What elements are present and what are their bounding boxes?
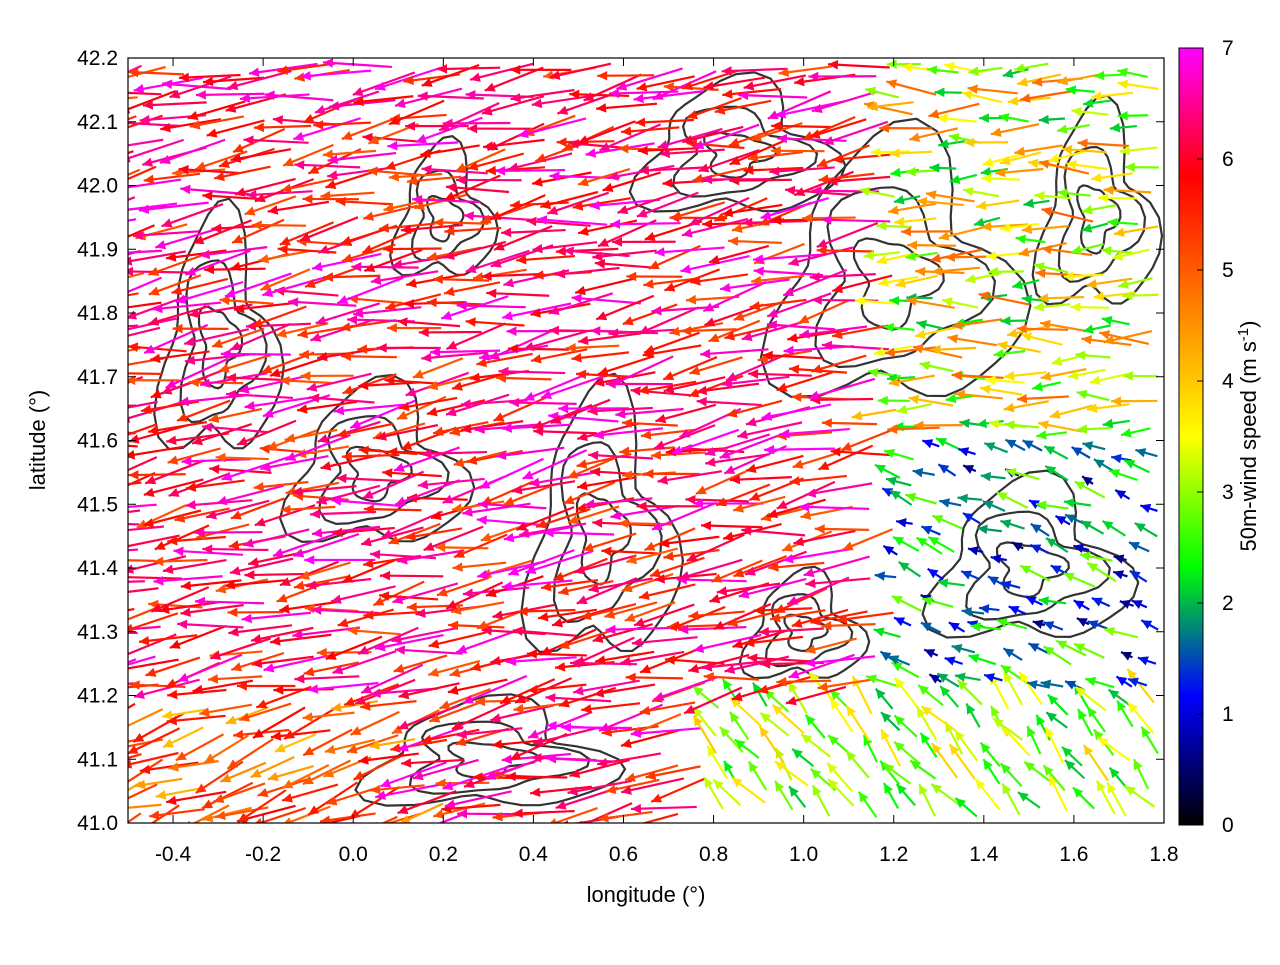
y-tick-label: 41.5 <box>77 493 118 516</box>
colorbar-label-suffix: ) <box>1236 321 1261 328</box>
x-tick-label: 0.0 <box>339 843 368 866</box>
x-tick-label: -0.2 <box>245 843 281 866</box>
x-tick-label: 1.8 <box>1149 843 1178 866</box>
colorbar-label-sup: -1 <box>1235 328 1252 341</box>
y-tick-label: 42.2 <box>77 47 118 70</box>
y-tick-label: 41.0 <box>77 812 118 835</box>
y-tick-label: 41.3 <box>77 621 118 644</box>
x-tick-label: 1.4 <box>969 843 999 866</box>
x-axis-label: longitude (°) <box>587 882 706 907</box>
x-tick-label: 0.6 <box>609 843 638 866</box>
y-tick-label: 41.8 <box>77 302 118 325</box>
wind-vector <box>71 659 136 685</box>
x-tick-label: 0.4 <box>519 843 549 866</box>
colorbar-tick-label: 2 <box>1222 592 1234 615</box>
wind-vector <box>74 197 135 221</box>
wind-vector <box>66 219 136 234</box>
wind-vector <box>76 151 134 172</box>
x-tick-label: 1.0 <box>789 843 818 866</box>
x-tick-label: -0.4 <box>155 843 192 866</box>
y-tick-label: 41.9 <box>77 238 118 261</box>
y-tick-label: 42.1 <box>77 111 118 134</box>
y-tick-label: 42.0 <box>77 175 118 198</box>
colorbar-tick-label: 5 <box>1222 259 1234 282</box>
wind-vector <box>76 402 136 412</box>
colorbar-tick-label: 3 <box>1222 481 1234 504</box>
colorbar-tick-label: 0 <box>1222 814 1234 837</box>
wind-vector <box>84 704 136 734</box>
y-tick-label: 41.7 <box>77 366 118 389</box>
y-tick-label: 41.1 <box>77 748 118 771</box>
x-tick-label: 0.2 <box>429 843 458 866</box>
x-tick-label: 1.6 <box>1059 843 1088 866</box>
colorbar-tick-label: 4 <box>1222 370 1234 393</box>
y-axis-label: latitude (°) <box>25 390 50 491</box>
colorbar-label: 50m-wind speed (m s-1) <box>1235 321 1261 552</box>
y-tick-label: 41.6 <box>77 430 118 453</box>
y-tick-label: 41.2 <box>77 685 118 708</box>
colorbar-tick-label: 1 <box>1222 703 1234 726</box>
y-tick-label: 41.4 <box>77 557 118 580</box>
x-tick-label: 0.8 <box>699 843 728 866</box>
colorbar <box>1179 48 1203 825</box>
colorbar-tick-label: 6 <box>1222 148 1234 171</box>
colorbar-tick-label: 7 <box>1222 37 1234 60</box>
x-tick-label: 1.2 <box>879 843 908 866</box>
colorbar-label-main: 50m-wind speed (m s <box>1236 341 1261 551</box>
